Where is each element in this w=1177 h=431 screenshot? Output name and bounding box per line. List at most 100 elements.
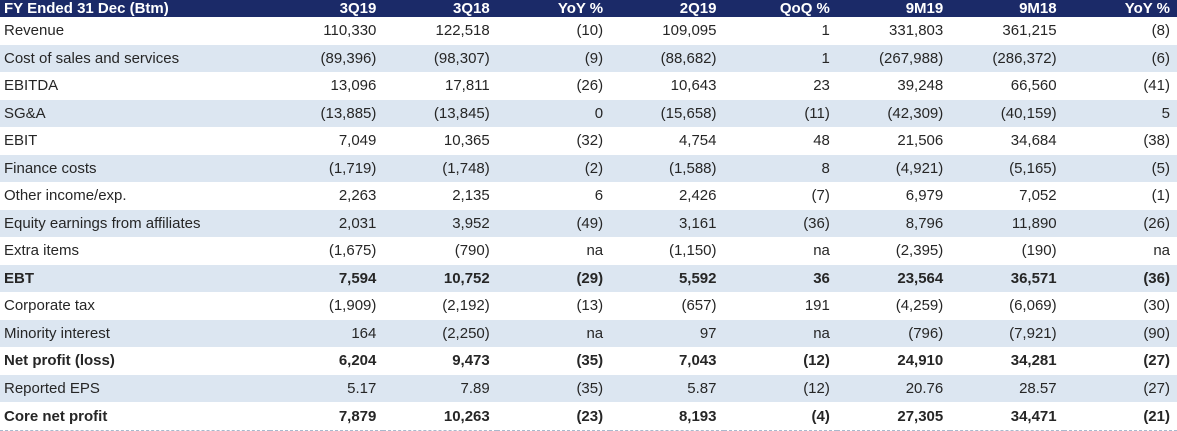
row-label: Corporate tax: [4, 297, 95, 315]
header-cell-yoy: YoY %: [496, 0, 611, 17]
value-cell: 3,952: [452, 214, 490, 232]
value-cell: (796): [908, 324, 944, 342]
value-cell: (6): [1151, 49, 1170, 67]
table-row: Net profit (loss) 6,204 9,473 (35) 7,043 (12)…: [0, 347, 1177, 375]
value-cell: (190): [1021, 242, 1057, 260]
value-cell: 97: [699, 324, 717, 342]
row-label: Equity earnings from affiliates: [4, 214, 201, 232]
row-label: Net profit (loss): [4, 352, 115, 370]
row-label: EBT: [4, 269, 34, 287]
value-cell: 7.89: [460, 379, 490, 397]
value-cell: 164: [351, 324, 377, 342]
value-cell: (2,192): [442, 297, 490, 315]
value-cell: (1,588): [668, 159, 717, 177]
value-cell: (1): [1151, 187, 1170, 205]
value-cell: 10,263: [443, 407, 490, 425]
value-cell: 10,365: [443, 132, 490, 150]
value-cell: (286,372): [992, 49, 1057, 67]
table-row: Revenue 110,330 122,518 (10) 109,095 1 331,803…: [0, 17, 1177, 45]
row-label: Other income/exp.: [4, 187, 127, 205]
value-cell: (90): [1143, 324, 1170, 342]
value-cell: (1,909): [328, 297, 377, 315]
header-cell-3q19: 3Q19: [270, 0, 384, 17]
value-cell: (4,259): [895, 297, 944, 315]
header-cell-3q18: 3Q18: [383, 0, 497, 17]
value-cell: (21): [1143, 407, 1170, 425]
value-cell: 23: [813, 77, 830, 95]
value-cell: 39,248: [897, 77, 944, 95]
value-cell: 11,890: [1011, 214, 1057, 232]
value-cell: 7,879: [338, 407, 377, 425]
value-cell: na: [1153, 242, 1170, 260]
value-cell: 7,594: [338, 269, 377, 287]
value-cell: (13,845): [433, 104, 490, 122]
value-cell: 9,473: [452, 352, 490, 370]
value-cell: (12): [803, 352, 830, 370]
table-row: EBT 7,594 10,752 (29) 5,592 36 23,564 36,571 (36…: [0, 264, 1177, 292]
value-cell: na: [813, 242, 830, 260]
value-cell: (1,675): [328, 242, 377, 260]
value-cell: 48: [813, 132, 830, 150]
value-cell: 8,796: [905, 214, 944, 232]
value-cell: 331,803: [889, 22, 944, 40]
value-cell: (4,921): [895, 159, 944, 177]
value-cell: (88,682): [660, 49, 717, 67]
header-cell-row-label: FY Ended 31 Dec (Btm): [0, 0, 270, 17]
value-cell: 10,643: [670, 77, 717, 95]
value-cell: (35): [576, 379, 604, 397]
value-cell: (9): [584, 49, 604, 67]
row-label: EBITDA: [4, 77, 59, 95]
value-cell: na: [586, 242, 604, 260]
value-cell: (38): [1143, 132, 1170, 150]
value-cell: 34,471: [1010, 407, 1057, 425]
value-cell: (790): [454, 242, 490, 260]
value-cell: 191: [804, 297, 830, 315]
value-cell: 6: [594, 187, 604, 205]
header-cell-yoy: YoY %: [1063, 0, 1177, 17]
value-cell: (7,921): [1009, 324, 1057, 342]
value-cell: (657): [681, 297, 717, 315]
value-cell: 6,204: [338, 352, 377, 370]
value-cell: 36: [813, 269, 830, 287]
value-cell: na: [586, 324, 604, 342]
value-cell: 2,263: [338, 187, 377, 205]
value-cell: 8: [821, 159, 830, 177]
value-cell: (27): [1143, 352, 1170, 370]
value-cell: 1: [821, 22, 830, 40]
value-cell: 2,031: [338, 214, 377, 232]
table-row: Minority interest 164 (2,250) na 97 na (796) (7…: [0, 319, 1177, 347]
table-row: EBITDA 13,096 17,811 (26) 10,643 23 39,248 66,5…: [0, 72, 1177, 100]
value-cell: 8,193: [678, 407, 717, 425]
value-cell: 23,564: [897, 269, 944, 287]
table-row: Extra items (1,675) (790) na (1,150) na (2,395…: [0, 237, 1177, 265]
table-row: Other income/exp. 2,263 2,135 6 2,426 (7) 6,97…: [0, 182, 1177, 210]
value-cell: 66,560: [1010, 77, 1057, 95]
value-cell: (49): [576, 214, 604, 232]
value-cell: (1,150): [668, 242, 717, 260]
value-cell: 36,571: [1010, 269, 1057, 287]
value-cell: (1,748): [442, 159, 490, 177]
value-cell: 7,043: [678, 352, 717, 370]
row-label: SG&A: [4, 104, 46, 122]
value-cell: (23): [576, 407, 604, 425]
value-cell: (13): [576, 297, 604, 315]
row-label: Finance costs: [4, 159, 97, 177]
header-cell-9m18: 9M18: [950, 0, 1064, 17]
value-cell: (267,988): [879, 49, 944, 67]
value-cell: (42,309): [887, 104, 944, 122]
value-cell: (41): [1143, 77, 1170, 95]
value-cell: 2,426: [678, 187, 717, 205]
value-cell: (6,069): [1009, 297, 1057, 315]
row-label: Cost of sales and services: [4, 49, 180, 67]
header-cell-qoq: QoQ %: [723, 0, 837, 17]
value-cell: (2,395): [895, 242, 944, 260]
value-cell: (30): [1143, 297, 1170, 315]
value-cell: 7,049: [338, 132, 377, 150]
value-cell: 2,135: [452, 187, 490, 205]
table-row: Core net profit 7,879 10,263 (23) 8,193 (4) 27…: [0, 402, 1177, 431]
value-cell: (13,885): [320, 104, 377, 122]
value-cell: (5,165): [1009, 159, 1057, 177]
value-cell: (26): [576, 77, 604, 95]
table-row: Reported EPS 5.17 7.89 (35) 5.87 (12) 20.76 28.…: [0, 374, 1177, 402]
table-row: Finance costs (1,719) (1,748) (2) (1,588) 8 (4…: [0, 154, 1177, 182]
